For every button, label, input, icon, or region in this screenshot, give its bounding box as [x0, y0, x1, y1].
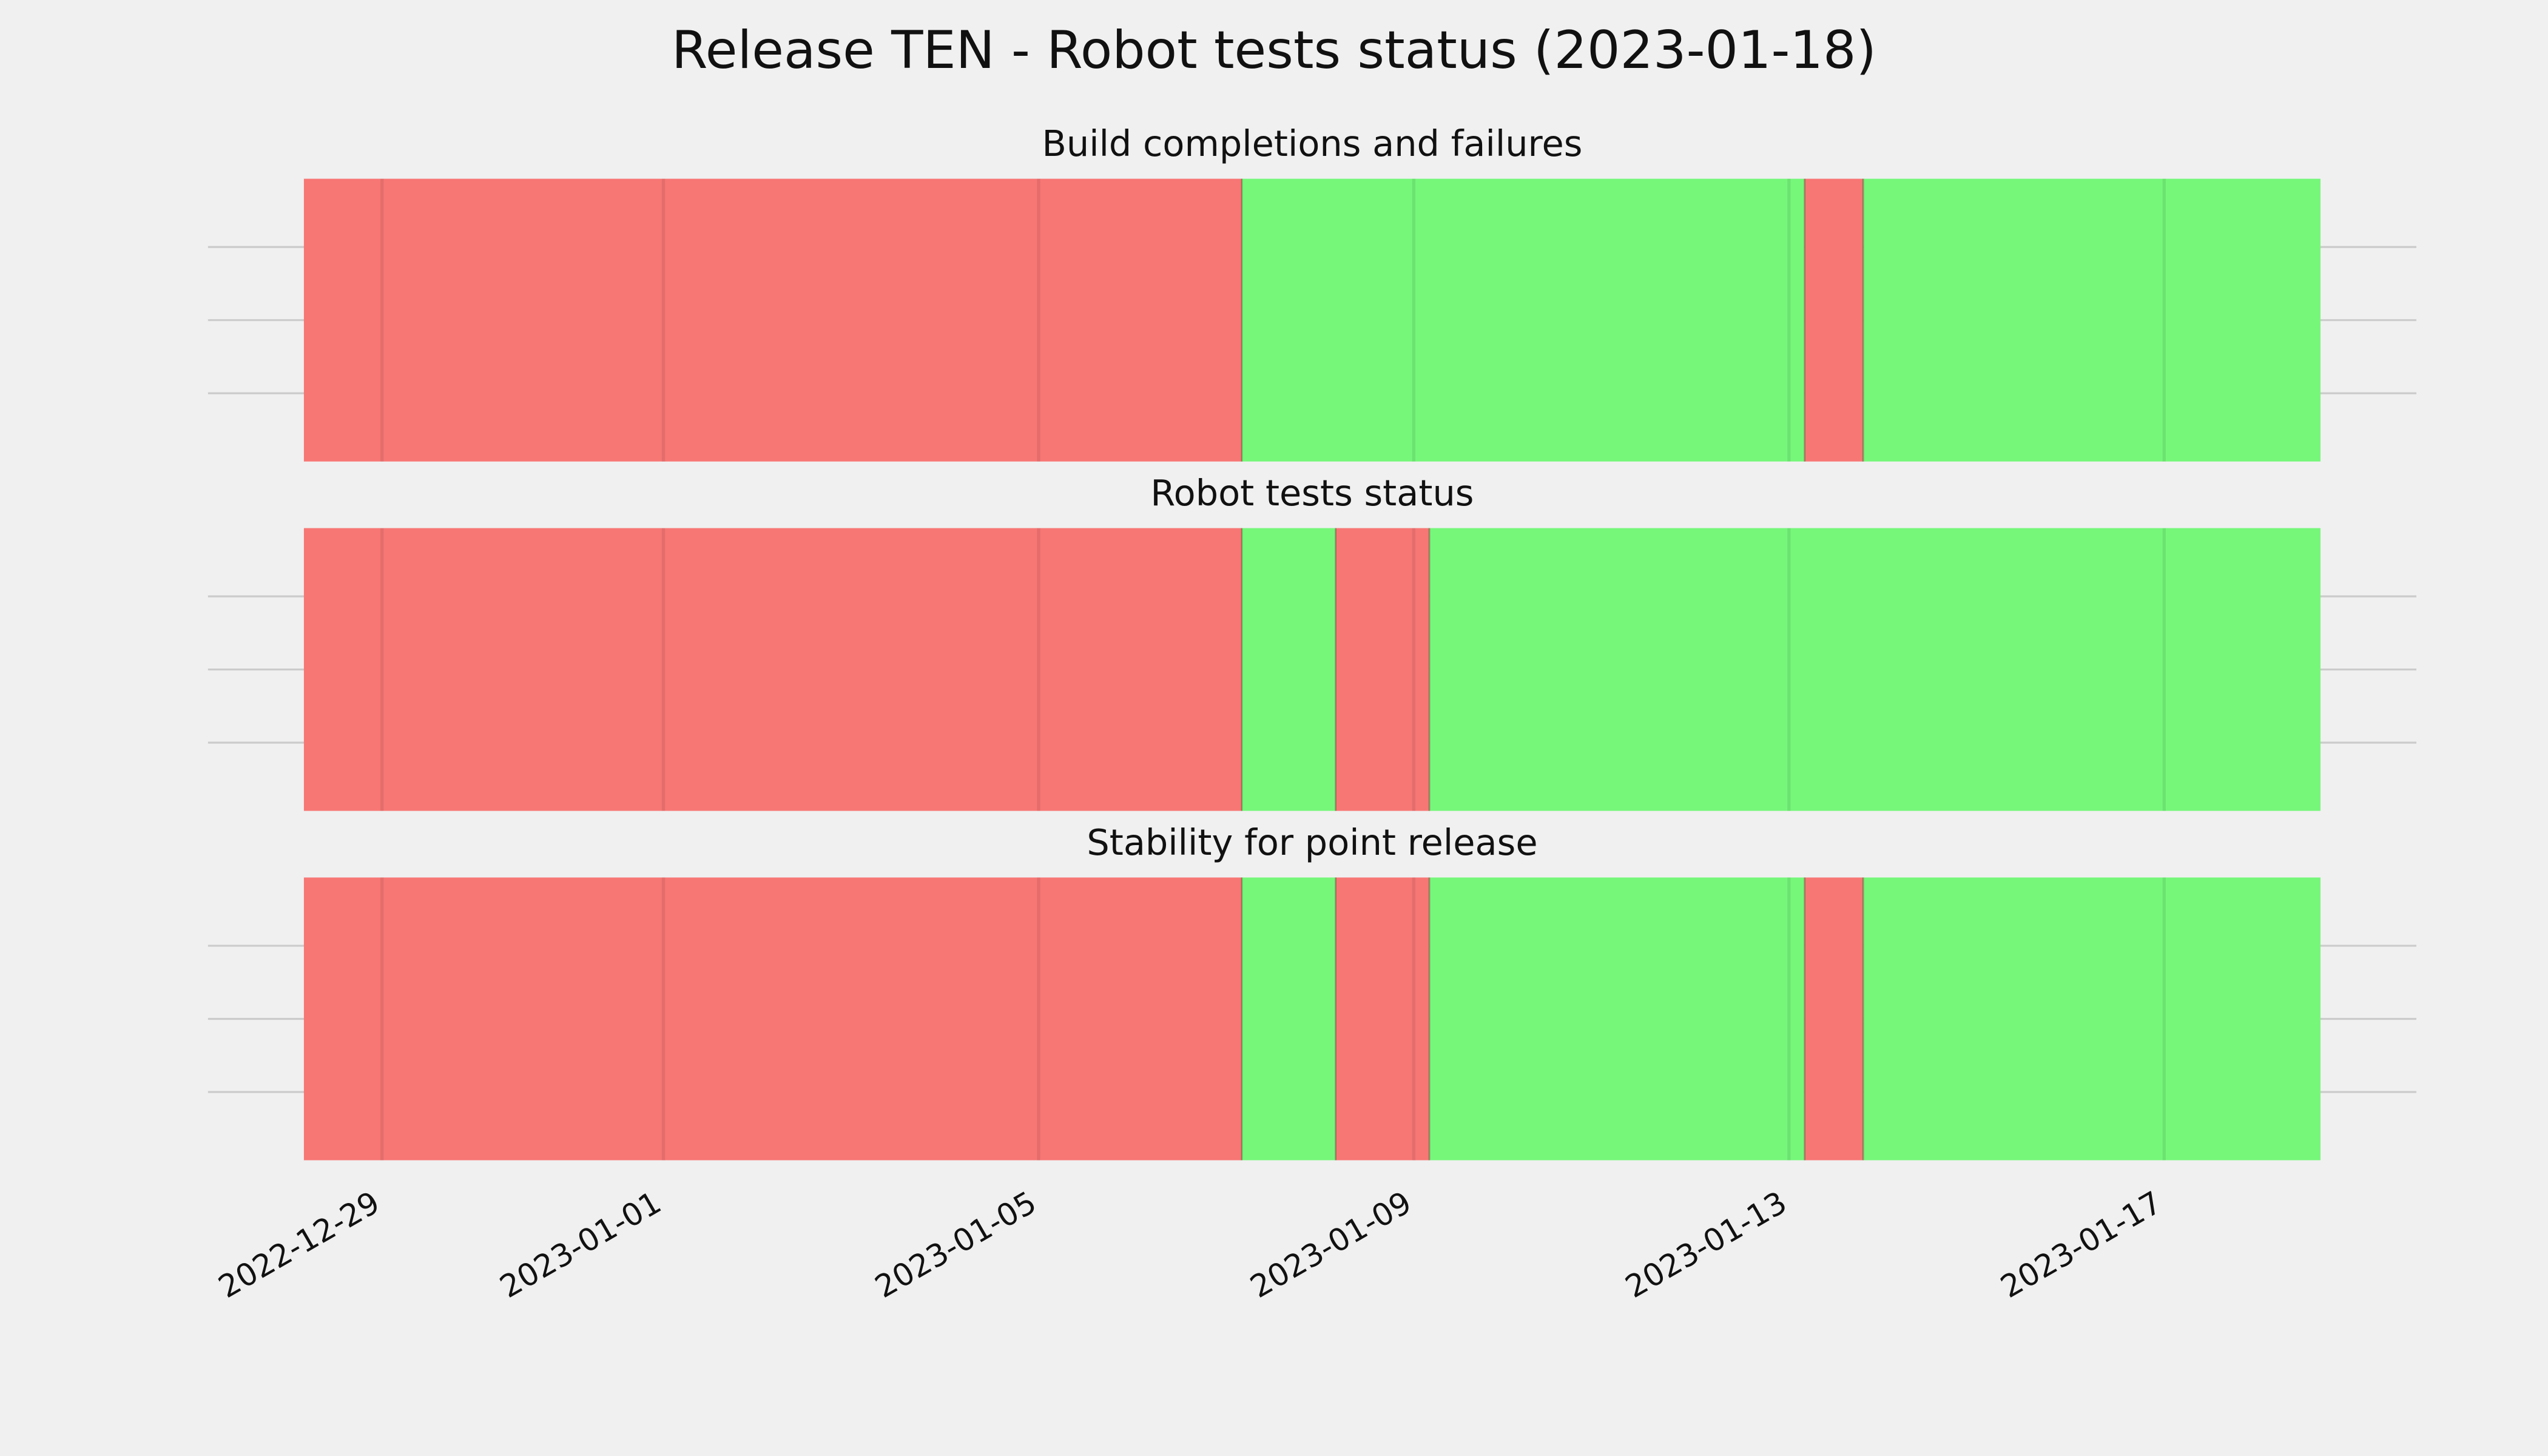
status-segment — [1863, 178, 2320, 462]
status-segment — [1804, 178, 1864, 462]
x-tick-label: 2022-12-29 — [213, 1185, 386, 1306]
status-segment — [1241, 178, 1805, 462]
panel-title: Stability for point release — [1087, 821, 1537, 863]
x-tick-label: 2023-01-01 — [494, 1185, 668, 1306]
status-segment — [1429, 528, 2320, 811]
panel-title: Robot tests status — [1150, 472, 1474, 514]
status-segment — [1241, 528, 1336, 811]
chart-title: Release TEN - Robot tests status (2023-0… — [672, 20, 1876, 81]
status-segment — [1241, 877, 1336, 1161]
status-segment — [1335, 877, 1430, 1161]
status-segment — [303, 877, 1242, 1161]
x-tick-label: 2023-01-13 — [1620, 1185, 1793, 1306]
status-segment — [1804, 877, 1864, 1161]
panel-title: Build completions and failures — [1042, 123, 1582, 164]
status-segment — [1863, 877, 2320, 1161]
x-tick-label: 2023-01-05 — [869, 1185, 1043, 1306]
status-segment — [1335, 528, 1430, 811]
status-segment — [303, 528, 1242, 811]
x-tick-label: 2023-01-09 — [1244, 1185, 1418, 1306]
x-tick-label: 2023-01-17 — [1995, 1185, 2168, 1306]
status-segment — [303, 178, 1242, 462]
status-segment — [1429, 877, 1805, 1161]
